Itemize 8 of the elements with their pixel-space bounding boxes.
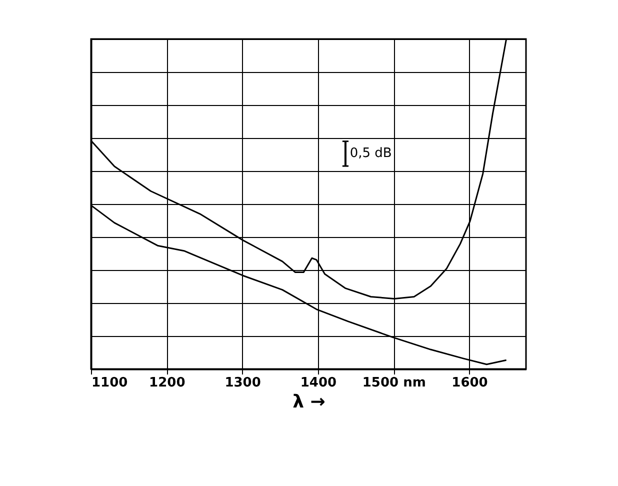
x-axis-title: λ →	[292, 392, 326, 412]
x-tick-label: 1200	[149, 376, 186, 390]
x-tick-label: 1600	[452, 376, 488, 390]
x-tick-label: 1400	[300, 376, 337, 390]
x-tick-label: 1100	[92, 376, 128, 390]
annotation: 0,5 dB	[350, 146, 392, 162]
x-tick-label: 1500 nm	[362, 376, 426, 390]
x-tick-label: 1300	[224, 376, 261, 390]
